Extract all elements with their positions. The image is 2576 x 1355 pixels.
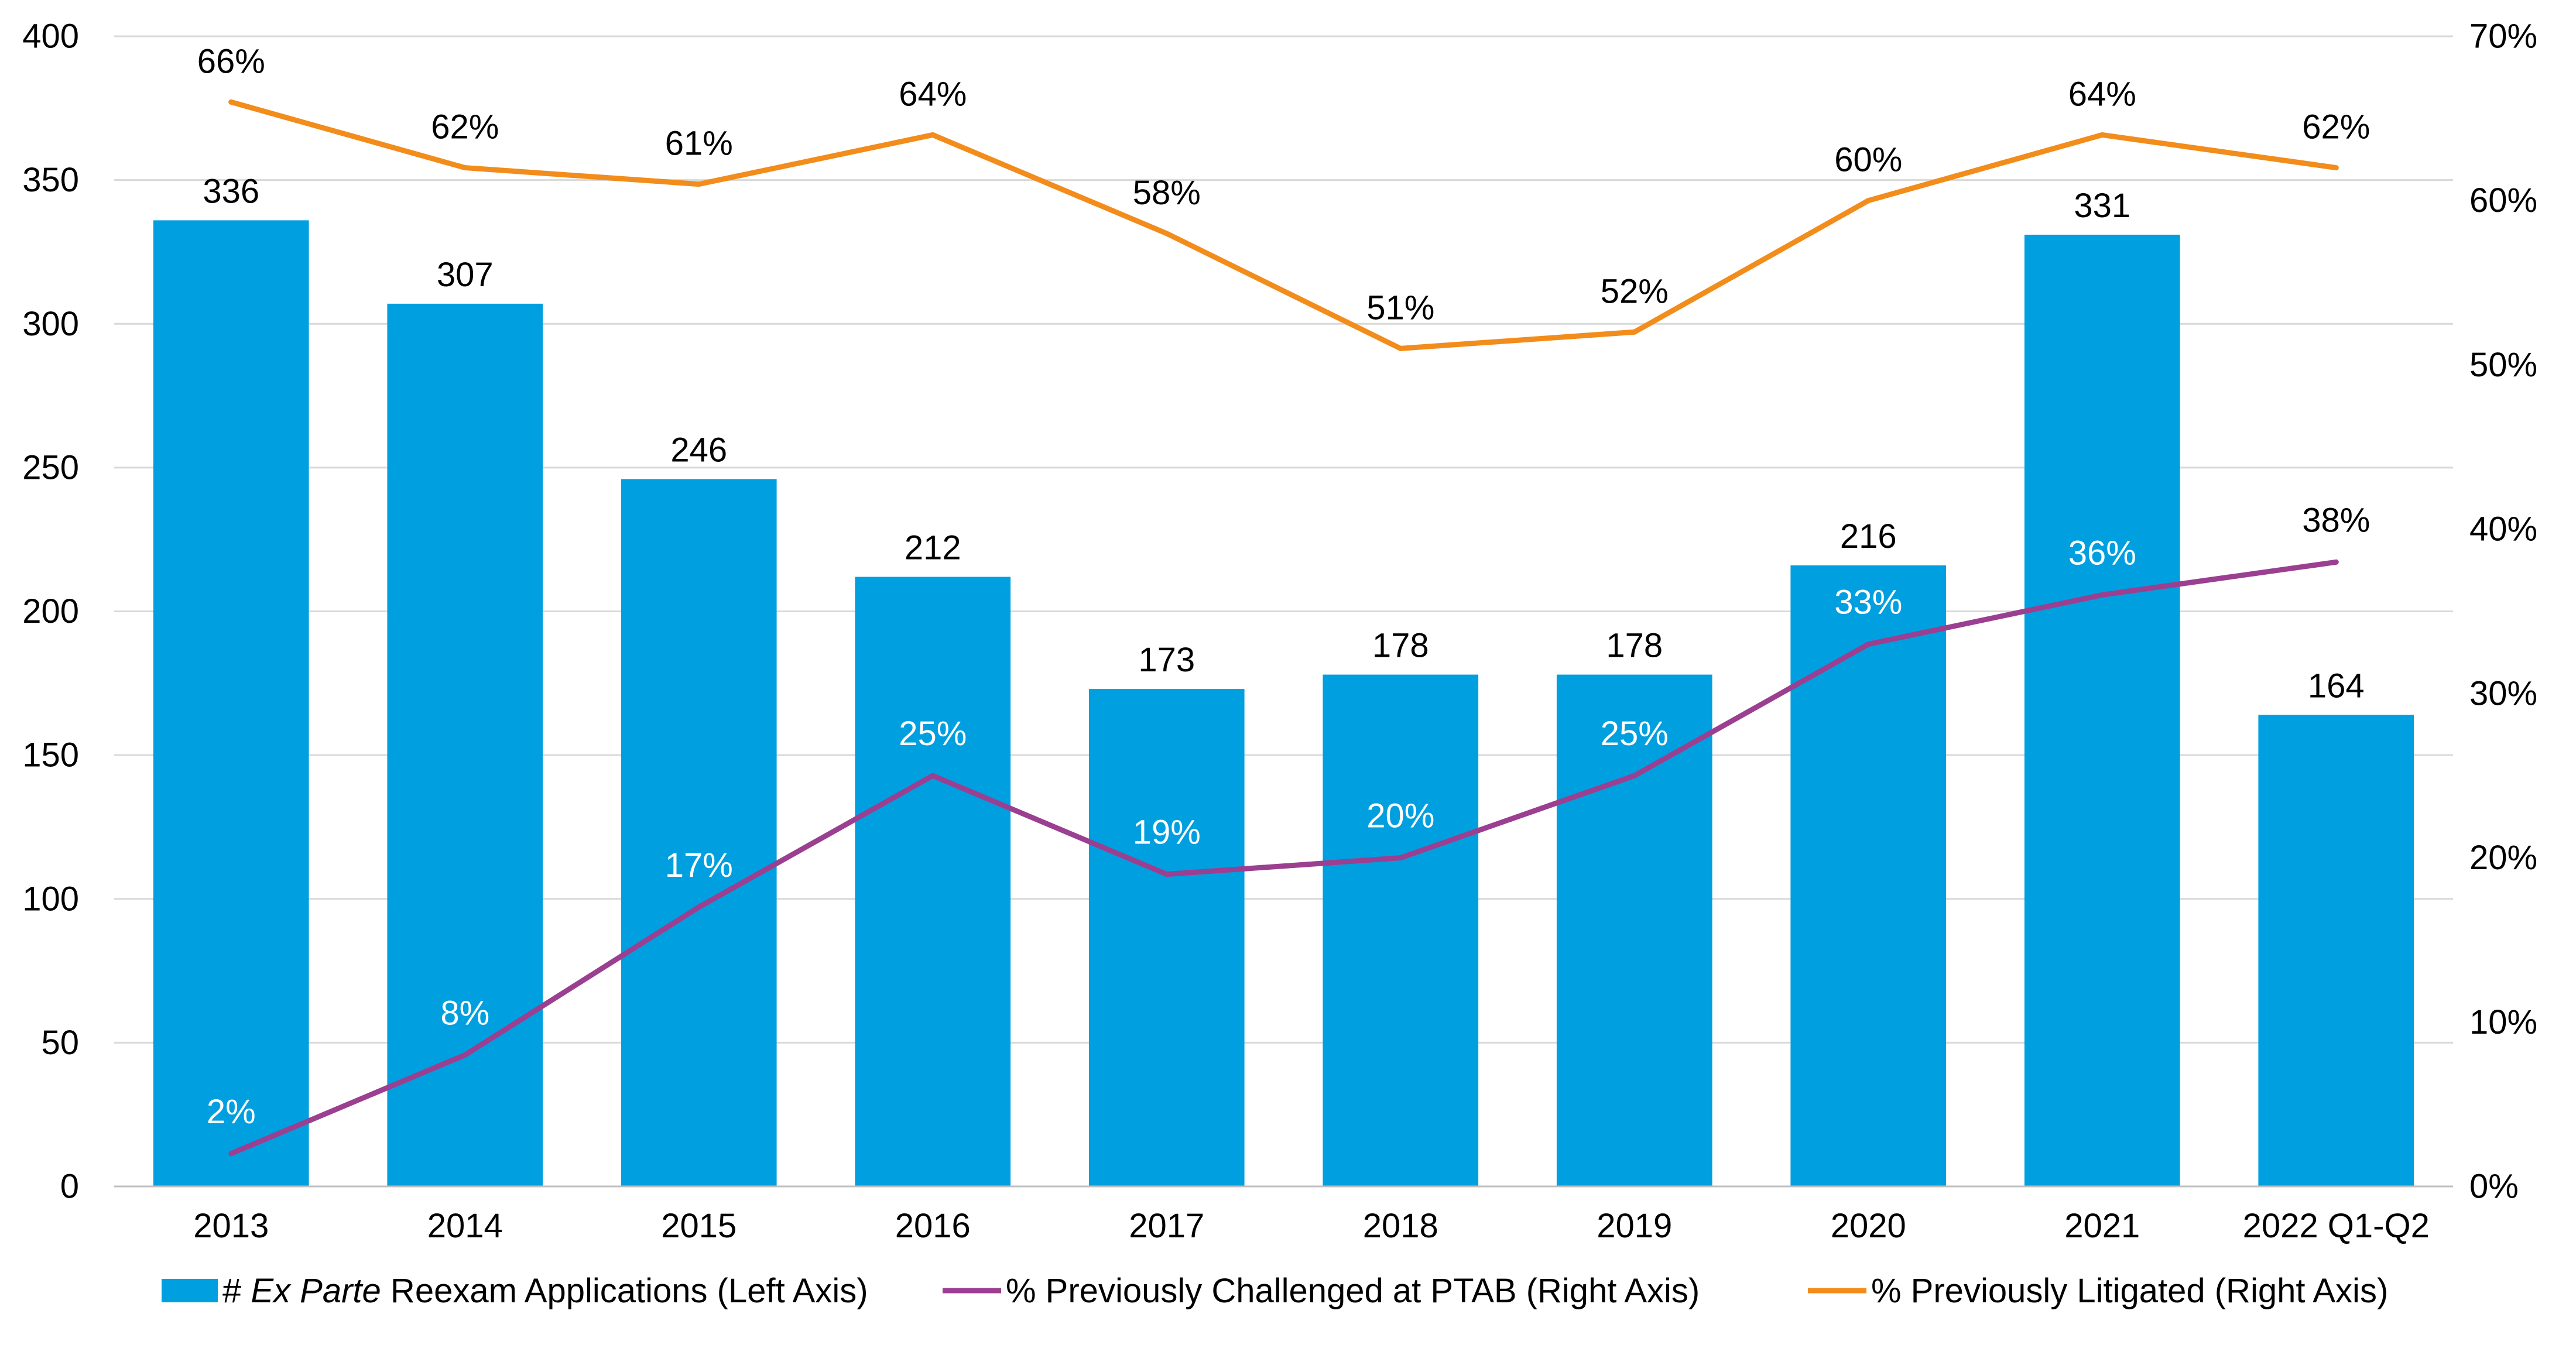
litigated-line-point [1164, 231, 1169, 236]
legend-swatch-reexam [162, 1279, 218, 1302]
ptab-value-label: 38% [2302, 501, 2370, 539]
bar-value-label: 164 [2308, 667, 2365, 705]
ptab-value-label: 8% [440, 994, 489, 1032]
y-right-tick-label: 60% [2469, 181, 2537, 219]
bar-value-label: 216 [1840, 517, 1897, 555]
y-right-tick-label: 10% [2469, 1003, 2537, 1041]
x-tick-label: 2022 Q1-Q2 [2243, 1207, 2430, 1245]
ptab-value-label: 36% [2068, 534, 2136, 572]
x-tick-label: 2013 [193, 1207, 269, 1245]
ptab-value-label: 19% [1133, 814, 1201, 852]
litigated-line [231, 102, 2337, 348]
ptab-value-label: 25% [1601, 715, 1669, 753]
legend-label-ptab: % Previously Challenged at PTAB (Right A… [1006, 1272, 1700, 1310]
litigated-line-point [696, 181, 701, 187]
litigated-line-point [1398, 346, 1403, 351]
ptab-value-label: 2% [207, 1093, 256, 1131]
litigated-value-label: 66% [197, 42, 265, 80]
litigated-value-label: 61% [665, 125, 733, 163]
litigated-line-point [2099, 132, 2105, 138]
ptab-line-point [228, 1151, 234, 1156]
ptab-line-point [696, 904, 701, 910]
legend-label-litigated: % Previously Litigated (Right Axis) [1871, 1272, 2388, 1310]
x-tick-label: 2021 [2064, 1207, 2140, 1245]
litigated-value-label: 62% [431, 108, 499, 146]
y-left-tick-label: 100 [22, 880, 79, 918]
bar-2020 [1790, 565, 1946, 1186]
y-right-tick-label: 0% [2469, 1168, 2519, 1206]
x-tick-label: 2016 [895, 1207, 971, 1245]
bar-value-label: 307 [437, 256, 494, 294]
litigated-value-label: 60% [1834, 141, 1902, 179]
litigated-value-label: 58% [1133, 174, 1201, 212]
x-tick-label: 2017 [1129, 1207, 1204, 1245]
legend-label-reexam-suffix: Reexam Applications (Left Axis) [381, 1272, 868, 1310]
y-left-tick-label: 300 [22, 305, 79, 343]
y-right-tick-label: 40% [2469, 510, 2537, 548]
x-tick-label: 2020 [1831, 1207, 1906, 1245]
bar-2017 [1089, 689, 1245, 1186]
bar-2018 [1323, 675, 1478, 1186]
bar-2015 [621, 479, 777, 1186]
litigated-value-label: 51% [1366, 289, 1434, 327]
legend: # Ex Parte Reexam Applications (Left Axi… [162, 1272, 2388, 1310]
line-series [228, 100, 2339, 1157]
ptab-value-label: 33% [1834, 584, 1902, 622]
chart: 0 50 100 150 200 250 300 350 400 0% 10% 20% 30% 40% 50… [0, 0, 2576, 1352]
bar-value-label: 178 [1372, 627, 1429, 665]
y-left-tick-label: 200 [22, 592, 79, 630]
y-left-tick-label: 350 [22, 161, 79, 199]
y-left-tick-label: 400 [22, 18, 79, 56]
x-tick-label: 2019 [1597, 1207, 1672, 1245]
y-left-tick-label: 250 [22, 448, 79, 486]
litigated-line-point [1632, 330, 1637, 335]
bar-value-label: 331 [2074, 187, 2130, 225]
litigated-value-label: 64% [899, 75, 967, 113]
x-tick-label: 2014 [427, 1207, 503, 1245]
bar-2013 [153, 220, 309, 1186]
bar-series [153, 220, 2414, 1186]
ptab-line-point [2099, 592, 2105, 598]
ptab-value-label: 17% [665, 846, 733, 884]
bar-value-label: 178 [1606, 627, 1663, 665]
ptab-line-point [1398, 855, 1403, 860]
bar-value-label: 173 [1138, 641, 1195, 679]
bar-value-label: 246 [670, 431, 727, 469]
ptab-line-point [930, 773, 936, 778]
ptab-line-point [2334, 560, 2339, 565]
y-right-tick-label: 30% [2469, 674, 2537, 712]
litigated-value-label: 52% [1601, 272, 1669, 310]
litigated-line-point [930, 132, 936, 138]
litigated-value-label: 64% [2068, 75, 2136, 113]
ptab-line-point [463, 1052, 468, 1058]
bar-2016 [855, 577, 1010, 1186]
legend-label-reexam-prefix: # [222, 1272, 251, 1310]
litigated-line-point [463, 165, 468, 170]
y-left-tick-label: 0 [60, 1168, 79, 1206]
ptab-line-point [1866, 642, 1871, 647]
ptab-value-label: 20% [1366, 797, 1434, 835]
x-tick-label: 2018 [1363, 1207, 1438, 1245]
bar-2022-q1-q2 [2258, 715, 2414, 1186]
litigated-line-point [2334, 165, 2339, 170]
ptab-line-point [1164, 872, 1169, 877]
bar-value-label: 212 [905, 529, 961, 567]
y-right-tick-label: 70% [2469, 18, 2537, 56]
litigated-value-label: 62% [2302, 108, 2370, 146]
x-tick-label: 2015 [661, 1207, 737, 1245]
litigated-line-point [228, 100, 234, 105]
litigated-line-point [1866, 198, 1871, 203]
ptab-line-point [1632, 773, 1637, 778]
chart-svg: 0 50 100 150 200 250 300 350 400 0% 10% 20% 30% 40% 50… [0, 0, 2576, 1352]
y-left-tick-label: 150 [22, 736, 79, 774]
y-right-tick-label: 50% [2469, 346, 2537, 384]
ptab-value-label: 25% [899, 715, 967, 753]
bar-2021 [2025, 235, 2180, 1186]
legend-label-reexam: # Ex Parte Reexam Applications (Left Axi… [222, 1272, 868, 1310]
legend-label-reexam-italic: Ex Parte [251, 1272, 381, 1310]
bar-value-label: 336 [203, 172, 259, 210]
ptab-line [231, 562, 2337, 1154]
y-right-tick-label: 20% [2469, 839, 2537, 877]
y-left-tick-label: 50 [41, 1024, 79, 1062]
